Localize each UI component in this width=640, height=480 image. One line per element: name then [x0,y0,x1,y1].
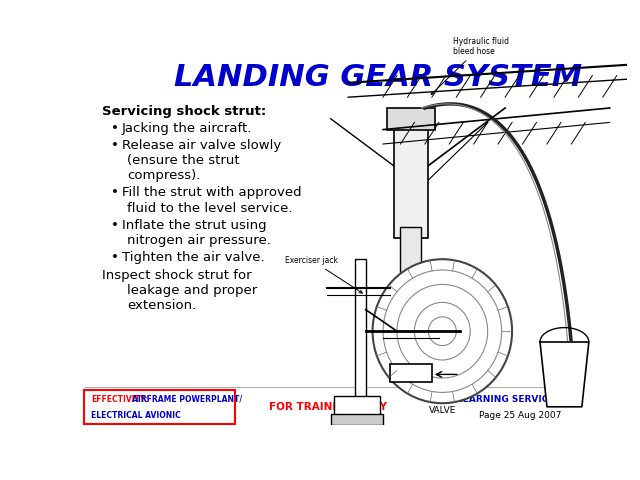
Text: LEARNING SERVICES: LEARNING SERVICES [457,395,561,404]
Text: ELECTRICAL AVIONIC: ELECTRICAL AVIONIC [91,410,180,420]
Text: Page 25 Aug 2007: Page 25 Aug 2007 [479,410,561,420]
Bar [390,364,432,382]
Bar [401,227,421,335]
Text: •: • [111,252,118,264]
Text: Release air valve slowly: Release air valve slowly [122,139,281,152]
Text: •: • [111,122,118,135]
Text: •: • [111,186,118,199]
Bar [331,414,383,425]
Text: compress).: compress). [127,169,200,182]
Bar [355,259,365,403]
Text: •: • [111,219,118,232]
Text: •: • [111,139,118,152]
Text: fluid to the level service.: fluid to the level service. [127,202,292,215]
Text: EFFECTIVITY:: EFFECTIVITY: [91,395,148,404]
Text: leakage and proper: leakage and proper [127,284,257,297]
FancyBboxPatch shape [84,389,235,423]
Circle shape [372,259,512,403]
Text: LANDING GEAR SYSTEM: LANDING GEAR SYSTEM [173,63,582,93]
Text: Servicing shock strut:: Servicing shock strut: [102,105,267,118]
Bar [397,324,425,353]
Text: Jacking the aircraft.: Jacking the aircraft. [122,122,252,135]
Text: nitrogen air pressure.: nitrogen air pressure. [127,234,271,247]
Text: VALVE: VALVE [429,406,456,415]
Text: extension.: extension. [127,299,196,312]
Bar [387,108,435,130]
Text: AIRFRAME POWERPLANT/: AIRFRAME POWERPLANT/ [132,395,242,404]
Text: Fill the strut with approved: Fill the strut with approved [122,186,301,199]
Text: Hydraulic fluid
bleed hose: Hydraulic fluid bleed hose [431,36,509,95]
Text: FOR TRAINING ONLY: FOR TRAINING ONLY [269,402,387,412]
Text: (ensure the strut: (ensure the strut [127,154,240,167]
Polygon shape [540,342,589,407]
Text: Tighten the air valve.: Tighten the air valve. [122,252,264,264]
Bar [334,396,380,418]
Text: Inspect shock strut for: Inspect shock strut for [102,269,252,282]
Bar [394,112,428,238]
Text: Inflate the strut using: Inflate the strut using [122,219,266,232]
Text: Exerciser jack: Exerciser jack [285,256,362,293]
